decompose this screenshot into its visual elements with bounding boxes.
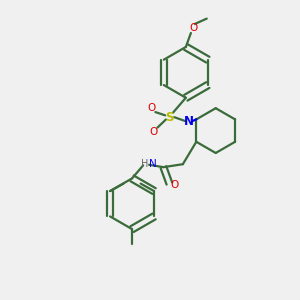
Text: S: S: [165, 111, 174, 124]
Text: O: O: [171, 180, 179, 190]
Text: O: O: [189, 22, 197, 33]
Text: O: O: [147, 103, 156, 113]
Text: N: N: [184, 115, 194, 128]
Text: H: H: [141, 159, 148, 169]
Text: O: O: [149, 127, 158, 137]
Text: N: N: [149, 159, 157, 169]
